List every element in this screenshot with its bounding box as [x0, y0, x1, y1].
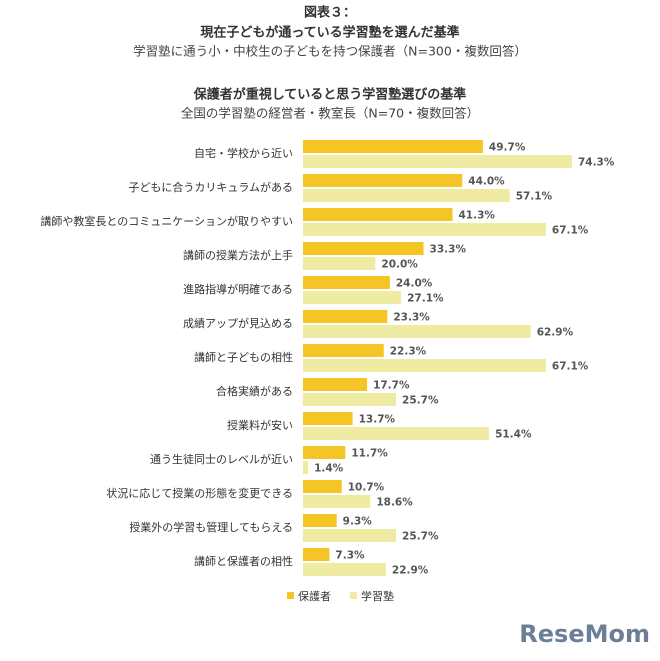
value-label: 22.3%: [390, 346, 427, 358]
bar: [303, 291, 402, 304]
bar: [303, 189, 510, 202]
category-label: 成績アップが見込める: [183, 316, 293, 330]
category-label: 講師と保護者の相性: [194, 554, 293, 568]
bar: [303, 529, 397, 542]
value-label: 25.7%: [402, 531, 439, 543]
value-label: 44.0%: [468, 176, 505, 188]
chart-title-2: 保護者が重視していると思う学習塾選びの基準: [193, 87, 467, 103]
value-label: 7.3%: [335, 550, 365, 562]
value-label: 23.3%: [393, 312, 430, 324]
bar: [303, 155, 572, 168]
bar: [303, 223, 546, 236]
value-label: 10.7%: [348, 482, 385, 494]
category-label: 通う生徒同士のレベルが近い: [150, 452, 293, 466]
legend-label: 学習塾: [361, 589, 394, 603]
category-label: 講師の授業方法が上手: [183, 248, 293, 262]
value-label: 1.4%: [314, 463, 344, 475]
category-label: 授業外の学習も管理してもらえる: [129, 520, 293, 534]
bar: [303, 412, 353, 425]
bar: [303, 514, 337, 527]
value-label: 13.7%: [359, 414, 396, 426]
category-label: 進路指導が明確である: [183, 282, 293, 296]
value-label: 49.7%: [489, 142, 526, 154]
value-label: 27.1%: [407, 293, 444, 305]
bar: [303, 140, 483, 153]
figure-label: 図表３：: [304, 5, 356, 21]
bar: [303, 427, 490, 440]
bar: [303, 563, 386, 576]
bar: [303, 461, 309, 474]
value-label: 24.0%: [396, 278, 433, 290]
value-label: 22.9%: [392, 565, 429, 577]
legend-swatch: [287, 592, 294, 599]
category-label: 合格実績がある: [216, 384, 293, 398]
bar: [303, 257, 376, 270]
value-label: 17.7%: [373, 380, 410, 392]
value-label: 67.1%: [552, 361, 589, 373]
value-label: 74.3%: [578, 157, 615, 169]
legend-swatch: [350, 592, 357, 599]
value-label: 67.1%: [552, 225, 589, 237]
bar: [303, 174, 463, 187]
bar: [303, 242, 424, 255]
chart-title: 現在子どもが通っている学習塾を選んだ基準: [200, 25, 459, 41]
value-label: 20.0%: [381, 259, 418, 271]
bar: [303, 208, 453, 221]
value-label: 51.4%: [495, 429, 532, 441]
value-label: 41.3%: [459, 210, 496, 222]
category-label: 講師や教室長とのコミュニケーションが取りやすい: [40, 214, 293, 228]
chart-subtitle-2: 全国の学習塾の経営者・教室長（N=70・複数回答）: [181, 106, 479, 121]
bar: [303, 276, 390, 289]
value-label: 57.1%: [516, 191, 553, 203]
category-label: 授業料が安い: [227, 418, 293, 432]
bar: [303, 446, 346, 459]
value-label: 9.3%: [343, 516, 373, 528]
category-label: 子どもに合うカリキュラムがある: [128, 180, 293, 194]
bar: [303, 325, 531, 338]
bar: [303, 480, 342, 493]
category-label: 自宅・学校から近い: [194, 146, 293, 160]
legend-label: 保護者: [298, 589, 331, 603]
bar: [303, 344, 384, 357]
value-label: 25.7%: [402, 395, 439, 407]
value-label: 33.3%: [430, 244, 467, 256]
bar: [303, 495, 371, 508]
value-label: 62.9%: [537, 327, 574, 339]
chart-subtitle: 学習塾に通う小・中校生の子どもを持つ保護者（N=300・複数回答）: [133, 44, 527, 59]
value-label: 11.7%: [351, 448, 388, 460]
bar: [303, 310, 388, 323]
bar: [303, 378, 368, 391]
category-label: 状況に応じて授業の形態を変更できる: [106, 486, 293, 500]
value-label: 18.6%: [376, 497, 413, 509]
bar: [303, 393, 397, 406]
category-label: 講師と子どもの相性: [194, 350, 293, 364]
watermark: ReseMom: [519, 620, 650, 648]
bar: [303, 548, 330, 561]
bar: [303, 359, 546, 372]
